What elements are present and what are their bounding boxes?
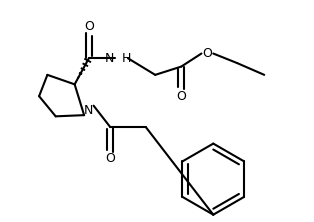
Text: N: N [84, 104, 94, 117]
Text: N: N [104, 52, 114, 65]
Text: O: O [203, 47, 212, 60]
Text: O: O [84, 20, 94, 33]
Text: O: O [105, 153, 115, 165]
Text: O: O [176, 90, 186, 103]
Text: H: H [122, 52, 132, 65]
